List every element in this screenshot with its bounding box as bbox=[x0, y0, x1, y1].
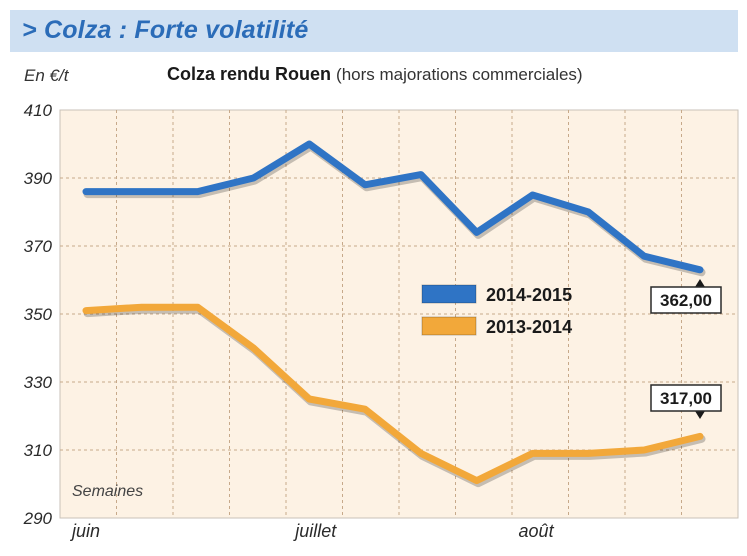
callout-label: 317,00 bbox=[660, 389, 712, 408]
legend-label: 2014-2015 bbox=[486, 285, 572, 305]
legend: 2014-2015 2013-2014 bbox=[421, 284, 572, 337]
chart-title: Colza rendu Rouen (hors majorations comm… bbox=[167, 64, 583, 85]
callout-pointer bbox=[695, 279, 705, 287]
callout-box bbox=[650, 384, 722, 412]
x-axis-ticks: juin juillet août bbox=[69, 521, 555, 541]
chart-header: > Colza : Forte volatilité bbox=[10, 10, 738, 54]
x-tick-label: juillet bbox=[292, 521, 337, 541]
legend-swatch bbox=[421, 284, 477, 304]
y-tick-label: 290 bbox=[23, 509, 53, 528]
callout-box bbox=[650, 286, 722, 314]
chart-title-main: Colza rendu Rouen bbox=[167, 64, 332, 84]
x-axis-note: Semaines bbox=[72, 483, 143, 500]
series-line bbox=[82, 140, 704, 274]
series-lines bbox=[82, 140, 706, 488]
callout-label: 362,00 bbox=[660, 291, 712, 310]
y-axis-unit-label: En €/t bbox=[24, 66, 69, 85]
y-tick-label: 350 bbox=[24, 305, 53, 324]
header-title: > Colza : Forte volatilité bbox=[22, 16, 309, 44]
value-callouts: 362,00 317,00 bbox=[650, 279, 722, 419]
legend-swatch bbox=[421, 316, 477, 336]
y-tick-label: 410 bbox=[24, 101, 53, 120]
y-tick-label: 310 bbox=[24, 441, 53, 460]
x-tick-label: août bbox=[519, 521, 555, 541]
legend-label: 2013-2014 bbox=[486, 317, 572, 337]
y-tick-label: 370 bbox=[24, 237, 53, 256]
series-line bbox=[82, 303, 704, 485]
y-axis-ticks: 290 310 330 350 370 390 410 bbox=[23, 101, 53, 528]
y-tick-label: 330 bbox=[24, 373, 53, 392]
callout-pointer bbox=[695, 411, 705, 419]
chart-subtitle: (hors majorations commerciales) bbox=[336, 65, 583, 84]
x-tick-label: juin bbox=[69, 521, 100, 541]
y-tick-label: 390 bbox=[24, 169, 53, 188]
